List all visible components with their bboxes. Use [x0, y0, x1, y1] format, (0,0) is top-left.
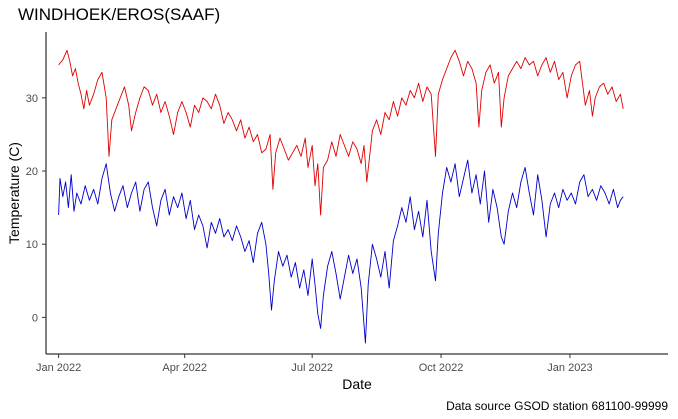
x-tick-label: Oct 2022 — [419, 362, 464, 374]
chart-title: WINDHOEK/EROS(SAAF) — [18, 5, 221, 24]
series-line-red — [58, 49, 624, 216]
x-tick-label: Jan 2023 — [547, 362, 592, 374]
x-tick-label: Jan 2022 — [36, 362, 81, 374]
x-axis: Jan 2022 Apr 2022 Jul 2022 Oct 2022 Jan 2023 — [36, 353, 668, 374]
y-tick-label: 0 — [32, 312, 38, 324]
y-tick-label: 30 — [26, 93, 38, 105]
x-tick-label: Apr 2022 — [162, 362, 207, 374]
y-tick-label: 20 — [26, 166, 38, 178]
data-source-caption: Data source GSOD station 681100-99999 — [446, 399, 668, 413]
series-line-blue — [58, 159, 624, 344]
y-axis: 0 10 20 30 — [26, 32, 47, 354]
x-axis-title: Date — [342, 376, 372, 392]
y-axis-title: Temperature (C) — [6, 142, 22, 244]
x-tick-label: Jul 2022 — [291, 362, 333, 374]
y-tick-label: 10 — [26, 239, 38, 251]
series-layer — [58, 49, 624, 344]
